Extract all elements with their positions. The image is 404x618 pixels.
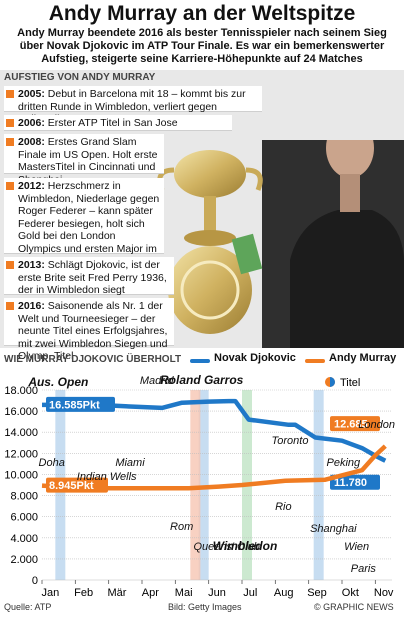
y-tick-label: 12.000: [4, 448, 38, 460]
series-start-label: 8.945Pkt: [49, 480, 94, 492]
y-tick-label: 2.000: [10, 554, 38, 566]
chart-heading: Wie Murray Djokovic überholt: [4, 354, 182, 365]
x-tick-label: Aug: [274, 587, 294, 599]
x-tick-label: Jul: [243, 587, 257, 599]
milestone-text: Erster ATP Titel in San Jose: [44, 117, 178, 129]
lead-text: Andy Murray beendete 2016 als bester Ten…: [17, 27, 387, 65]
event-annotation: Shanghai: [310, 523, 357, 535]
series-start-label-box: [46, 477, 108, 493]
x-tick-label: Jun: [208, 587, 226, 599]
photo-collage: [157, 140, 404, 348]
tournament-band: [190, 390, 201, 580]
olympic-medal: [231, 233, 263, 275]
milestone-2005: 2005: Debut in Barcelona mit 18 – kommt …: [4, 86, 262, 125]
milestone-text: Erstes Grand Slam Finale im US Open. Hol…: [18, 136, 158, 186]
bullet-square-icon: [6, 90, 14, 98]
event-annotation: Madrid: [140, 375, 175, 387]
event-annotation: Roland Garros: [160, 373, 244, 387]
series-end-label-box: [330, 416, 380, 432]
bullet-square-icon: [6, 261, 14, 269]
milestone-2016: 2016: Saisonende als Nr. 1 der Welt und …: [4, 298, 174, 362]
y-tick-label: 18.000: [4, 385, 38, 397]
y-tick-label: 8.000: [10, 491, 38, 503]
event-annotation: Paris: [351, 563, 377, 575]
titel-legend-label: Titel: [340, 377, 360, 389]
y-tick-label: 6.000: [10, 512, 38, 524]
tournament-band: [313, 390, 324, 580]
publisher-credit: © GRAPHIC NEWS: [314, 602, 394, 612]
milestone-year: 2016:: [18, 300, 45, 312]
tournament-band: [198, 390, 209, 580]
milestone-2008: 2008: Erstes Grand Slam Finale im US Ope…: [4, 134, 164, 186]
series-end-label: 12.685: [334, 419, 368, 431]
event-annotation: Indian Wells: [77, 471, 137, 483]
milestone-year: 2008:: [18, 136, 45, 148]
y-tick-label: 10.000: [4, 469, 38, 481]
event-annotation: Queens' Club: [194, 541, 260, 553]
series-start-label: 16.585Pkt: [49, 399, 100, 411]
wimbledon-trophy: [157, 150, 263, 334]
event-annotation: Aus. Open: [27, 375, 88, 389]
x-tick-label: Feb: [74, 587, 93, 599]
milestone-year: 2005:: [18, 88, 45, 100]
x-tick-label: Jan: [41, 587, 59, 599]
event-annotation: London: [358, 419, 395, 431]
series-end-label-box: [330, 474, 380, 490]
milestone-year: 2013:: [18, 259, 45, 271]
milestone-2013: 2013: Schlägt Djokovic, ist der erste Br…: [4, 257, 174, 296]
milestone-text: Herzschmerz in Wimbledon, Niederlage geg…: [18, 180, 160, 267]
event-annotation: Wimbledon: [213, 539, 278, 553]
x-tick-label: Mai: [175, 587, 193, 599]
milestone-year: 2006:: [18, 117, 45, 129]
milestones-heading: Aufstieg von Andy Murray: [4, 72, 156, 83]
bullet-square-icon: [6, 182, 14, 190]
y-tick-label: 16.000: [4, 406, 38, 418]
legend-djokovic-label: Novak Djokovic: [214, 352, 296, 364]
event-annotation: Rio: [275, 501, 292, 513]
bullet-square-icon: [6, 138, 14, 146]
legend-murray-swatch: [305, 359, 325, 363]
series-end-label: 11.780: [334, 477, 367, 489]
photo-credit: Bild: Getty Images: [168, 602, 242, 612]
x-tick-label: Sep: [307, 587, 327, 599]
titel-legend-icon-half: [330, 377, 335, 387]
event-annotation: Peking: [327, 457, 362, 469]
event-annotation: Wien: [344, 541, 369, 553]
y-tick-label: 0: [32, 575, 38, 587]
ranking-chart: 18.000 16.000 14.000 12.000 10.000 8.000 6.000…: [4, 373, 395, 599]
page-title: Andy Murray an der Weltspitze: [48, 2, 356, 25]
bullet-square-icon: [6, 302, 14, 310]
milestone-year: 2012:: [18, 180, 45, 192]
y-tick-label: 4.000: [10, 533, 38, 545]
x-tick-label: Nov: [374, 587, 394, 599]
event-annotation: Miami: [115, 457, 145, 469]
source-note: Quelle: ATP: [4, 602, 52, 612]
event-annotation: Toronto: [272, 435, 309, 447]
x-tick-label: Mär: [108, 587, 127, 599]
player-photo: [290, 140, 404, 348]
series-start-label-box: [46, 396, 115, 412]
y-tick-label: 14.000: [4, 427, 38, 439]
legend-murray-label: Andy Murray: [329, 352, 397, 364]
milestone-2012: 2012: Herzschmerz in Wimbledon, Niederla…: [4, 178, 164, 267]
milestone-2006: 2006: Erster ATP Titel in San Jose: [4, 115, 232, 131]
x-tick-label: Apr: [142, 587, 159, 599]
x-tick-label: Okt: [342, 587, 359, 599]
milestone-text: Saisonende als Nr. 1 der Welt und Tourne…: [18, 300, 168, 362]
event-annotation: Doha: [39, 457, 65, 469]
milestone-text: Schlägt Djokovic, ist der erste Brite se…: [18, 259, 167, 296]
bullet-square-icon: [6, 119, 14, 127]
legend-djokovic-swatch: [190, 359, 210, 363]
event-annotation: Rom: [170, 521, 193, 533]
